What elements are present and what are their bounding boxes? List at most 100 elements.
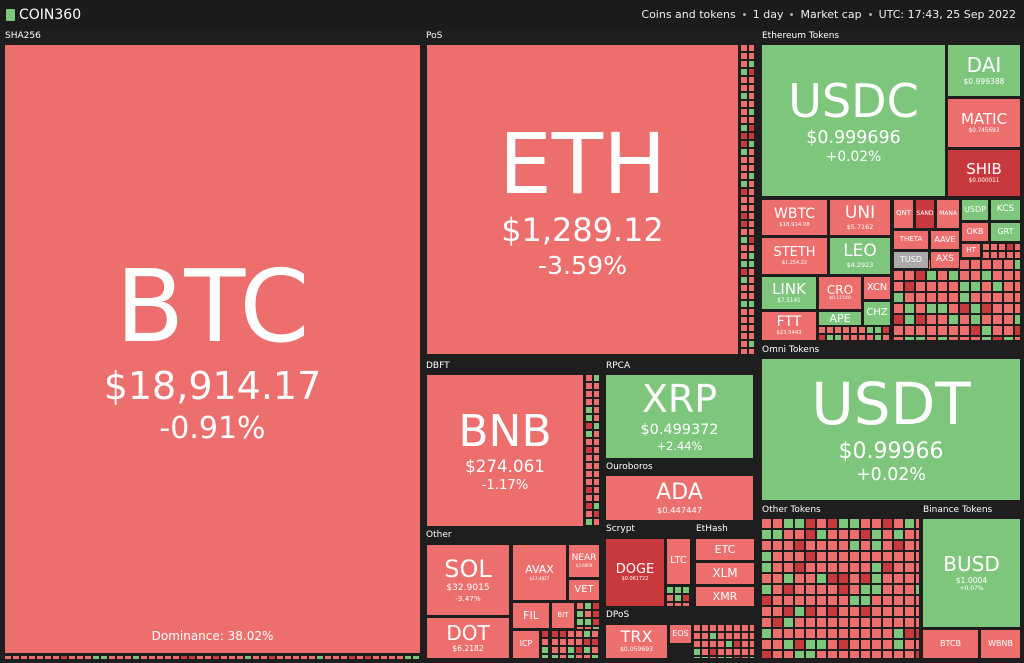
- minor-tile: [948, 270, 959, 281]
- minor-tile: [593, 526, 600, 528]
- coin-tile[interactable]: KCS: [990, 199, 1021, 221]
- minor-tile: [772, 639, 783, 650]
- coin-tile[interactable]: GRT: [990, 222, 1021, 242]
- coin-tile[interactable]: DOT $6.2182: [426, 617, 510, 659]
- coin-symbol: TUSD: [900, 254, 922, 264]
- coin-tile[interactable]: ETH $1,289.12 -3.59%: [426, 44, 739, 355]
- coin-tile[interactable]: VET: [568, 579, 600, 601]
- coin-tile[interactable]: ETC: [695, 538, 755, 561]
- coin-tile[interactable]: UNI $5.7162: [829, 199, 891, 236]
- coin-symbol: MANA: [939, 209, 957, 217]
- coin-tile[interactable]: OKB: [961, 222, 989, 242]
- minor-tile: [593, 518, 600, 526]
- minor-tile: [871, 650, 882, 659]
- coin-tile[interactable]: STETH $1,254.22: [761, 237, 828, 275]
- coin-tile[interactable]: SOL $32.9015 -3.47%: [426, 544, 510, 616]
- coin-tile[interactable]: BTCB: [922, 629, 979, 659]
- coin-tile[interactable]: MATIC $0.745693: [947, 98, 1021, 148]
- minor-tile: [725, 624, 733, 632]
- coin-tile[interactable]: TUSD: [893, 251, 929, 269]
- minor-tile: [882, 573, 893, 584]
- coin-tile[interactable]: BNB $274.061 -1.17%: [426, 374, 584, 527]
- minor-tile: [805, 628, 816, 639]
- coin-tile[interactable]: WBNB: [980, 629, 1021, 659]
- coin-tile[interactable]: EOS: [669, 624, 692, 644]
- nav-item[interactable]: Market cap: [800, 8, 862, 21]
- coin-symbol: NEAR: [571, 552, 597, 563]
- minor-tile: [585, 406, 593, 414]
- minor-tile: [783, 540, 794, 551]
- coin-tile[interactable]: LINK $7.5141: [761, 276, 817, 310]
- minor-tile: [805, 639, 816, 650]
- coin-price: $0.999696: [806, 127, 901, 148]
- minor-tile: [893, 617, 904, 628]
- minor-tile: [591, 646, 599, 654]
- nav-item[interactable]: UTC: 17:43, 25 Sep 2022: [878, 8, 1016, 21]
- coin-tile[interactable]: SAND: [915, 199, 935, 229]
- coin-tile[interactable]: AVAX $17.4827: [512, 544, 567, 601]
- nav-item[interactable]: 1 day: [752, 8, 784, 21]
- coin-tile[interactable]: AAVE: [930, 230, 960, 250]
- coin-symbol: ETC: [714, 542, 736, 556]
- minor-tile: [180, 655, 188, 660]
- minor-tile: [1014, 303, 1021, 314]
- coin-tile[interactable]: HT: [961, 243, 981, 258]
- coin-tile[interactable]: ICP: [512, 630, 540, 659]
- coin-tile[interactable]: TRX $0.059693: [605, 624, 668, 659]
- coin-tile[interactable]: BTC $18,914.17 -0.91% Dominance: 38.02%: [4, 44, 421, 654]
- coin-tile[interactable]: BUSD $1.0004 +0.07%: [922, 518, 1021, 628]
- coin-tile[interactable]: USDC $0.999696 +0.02%: [761, 44, 946, 197]
- minor-tile: [396, 655, 404, 660]
- coin-tile[interactable]: XRP $0.499372 +2.44%: [605, 374, 754, 459]
- minor-tile: [593, 438, 600, 446]
- coin-tile[interactable]: CRO $0.11540: [818, 276, 862, 310]
- minor-tile: [584, 618, 592, 626]
- coin-tile[interactable]: BIT: [551, 602, 575, 629]
- coin-tile[interactable]: CHZ: [863, 301, 891, 326]
- coin-tile[interactable]: XLM: [695, 562, 755, 585]
- coin-tile[interactable]: DAI $0.999388: [947, 44, 1021, 97]
- minor-tile: [748, 52, 755, 60]
- coin-tile[interactable]: THETA: [893, 230, 929, 250]
- coin-tile[interactable]: QNT: [893, 199, 914, 229]
- minor-tile: [948, 325, 959, 336]
- coin-tile[interactable]: USDP: [961, 199, 989, 221]
- coin-tile[interactable]: ADA $0.447447: [605, 475, 754, 521]
- coin-tile[interactable]: USDT $0.99966 +0.02%: [761, 358, 1021, 501]
- minor-tile: [740, 324, 748, 332]
- minor-tile: [871, 639, 882, 650]
- coin-tile[interactable]: NEAR $3.6809: [568, 544, 600, 578]
- minor-tile: [827, 562, 838, 573]
- coin-tile[interactable]: WBTC $18,914.08: [761, 199, 828, 236]
- logo[interactable]: COIN360: [6, 7, 81, 23]
- coin-tile[interactable]: XCN: [863, 276, 891, 300]
- minor-tile: [915, 584, 920, 595]
- minor-tile: [959, 292, 970, 303]
- minor-tile: [585, 382, 593, 390]
- coin-tile[interactable]: XMR: [695, 586, 755, 607]
- minor-tile: [599, 630, 601, 638]
- coin-tile[interactable]: FIL: [512, 602, 550, 629]
- minor-tile: [740, 196, 748, 204]
- coin-tile[interactable]: SHIB $0.000011: [947, 149, 1021, 197]
- minor-tile: [740, 284, 748, 292]
- coin-tile[interactable]: LEO $4.2923: [829, 237, 891, 275]
- minor-tile: [816, 518, 827, 529]
- coin-tile[interactable]: MANA: [936, 199, 960, 229]
- minor-tile: [740, 92, 748, 100]
- minor-tile: [593, 478, 600, 486]
- coin-tile[interactable]: FTT $23.5443: [761, 311, 817, 341]
- minor-tile: [585, 374, 593, 382]
- minor-tile: [850, 326, 858, 334]
- minor-tile: [849, 551, 860, 562]
- minor-tile: [749, 632, 755, 640]
- nav-item[interactable]: Coins and tokens: [641, 8, 736, 21]
- coin-tile[interactable]: LTC: [666, 538, 691, 585]
- coin-tile[interactable]: AXS: [930, 251, 960, 269]
- minor-tile: [260, 655, 268, 660]
- coin-tile[interactable]: DOGE $0.061722: [605, 538, 665, 607]
- minor-tile: [849, 606, 860, 617]
- minor-tile: [575, 654, 583, 659]
- coin-tile[interactable]: APE: [818, 311, 862, 326]
- minor-tile: [748, 316, 755, 324]
